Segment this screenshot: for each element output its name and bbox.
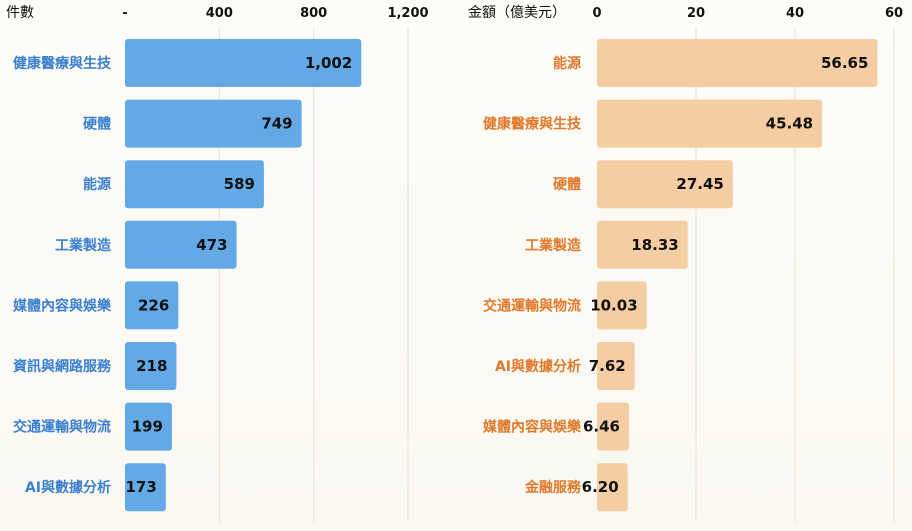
amount-value-label: 6.46 xyxy=(583,418,620,436)
amount-value-label: 45.48 xyxy=(766,115,813,133)
count-tick-label: 1,200 xyxy=(387,6,428,21)
amount-category-label: 工業製造 xyxy=(525,237,581,254)
count-chart: 件數 - 400 800 1,200 健康醫療與生技 1,002 硬體 749 能源 589 工業製造… xyxy=(6,5,429,522)
count-bar xyxy=(125,99,302,148)
amount-value-label: 10.03 xyxy=(590,296,637,314)
amount-category-label: 金融服務 xyxy=(524,479,582,496)
count-tick-label: 800 xyxy=(300,6,327,21)
amount-value-label: 56.65 xyxy=(821,54,868,72)
count-bar xyxy=(125,281,179,330)
count-category-label: 工業製造 xyxy=(55,237,111,254)
count-value-label: 749 xyxy=(261,115,292,133)
amount-tick-label: 20 xyxy=(687,6,705,21)
amount-value-label: 7.62 xyxy=(589,357,626,375)
count-value-label: 218 xyxy=(136,357,167,375)
count-category-label: 資訊與網路服務 xyxy=(13,358,112,375)
amount-value-label: 6.20 xyxy=(582,478,619,496)
count-category-label: 交通運輸與物流 xyxy=(13,419,111,436)
count-category-label: 健康醫療與生技 xyxy=(13,55,112,72)
amount-value-label: 27.45 xyxy=(676,175,723,193)
amount-bar xyxy=(597,220,688,269)
count-bar xyxy=(125,342,177,390)
count-tick-label: - xyxy=(122,6,127,21)
amount-axis-title: 金額（億美元） xyxy=(468,5,566,21)
count-category-label: 硬體 xyxy=(83,116,111,133)
count-value-label: 473 xyxy=(196,236,227,254)
amount-category-label: 能源 xyxy=(553,55,581,72)
count-bar xyxy=(125,160,264,209)
count-category-label: AI與數據分析 xyxy=(25,479,111,496)
count-bar xyxy=(125,463,166,512)
amount-category-label: AI與數據分析 xyxy=(495,358,581,375)
count-bar xyxy=(125,220,237,269)
count-value-label: 1,002 xyxy=(305,54,352,72)
count-bar xyxy=(125,39,362,87)
amount-bar xyxy=(597,99,823,148)
count-value-label: 173 xyxy=(125,478,156,496)
amount-bar xyxy=(597,160,733,209)
amount-chart: 金額（億美元） 0 20 40 60 能源 56.65 健康醫療與生技 45.48 硬體 27.45… xyxy=(468,5,903,522)
amount-tick-label: 40 xyxy=(786,6,804,21)
amount-bar xyxy=(597,342,635,390)
amount-bar xyxy=(597,281,647,330)
amount-bar xyxy=(597,402,629,451)
count-value-label: 199 xyxy=(132,418,163,436)
count-category-label: 媒體內容與娛樂 xyxy=(12,297,112,314)
count-value-label: 226 xyxy=(138,296,169,314)
count-axis-title: 件數 xyxy=(6,5,34,21)
amount-category-label: 硬體 xyxy=(553,176,581,193)
amount-category-label: 健康醫療與生技 xyxy=(483,116,582,133)
amount-category-label: 交通運輸與物流 xyxy=(483,297,581,314)
amount-tick-label: 0 xyxy=(592,6,601,21)
amount-bar xyxy=(597,463,628,512)
count-category-label: 能源 xyxy=(83,176,111,193)
count-value-label: 589 xyxy=(224,175,255,193)
amount-bar xyxy=(597,39,878,87)
count-tick-label: 400 xyxy=(206,6,233,21)
count-bar xyxy=(125,402,172,451)
amount-tick-label: 60 xyxy=(885,6,903,21)
amount-value-label: 18.33 xyxy=(631,236,678,254)
amount-category-label: 媒體內容與娛樂 xyxy=(482,419,582,436)
